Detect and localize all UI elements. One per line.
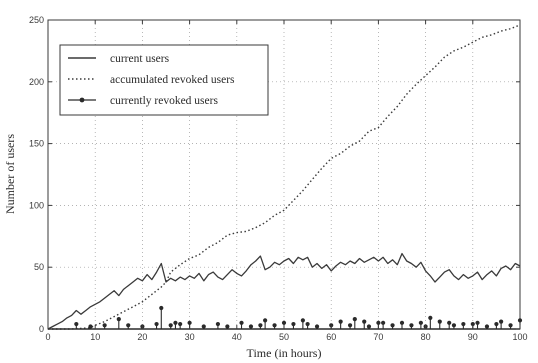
point-currently-revoked-users [215,321,221,327]
point-currently-revoked-users [381,320,386,325]
y-tick-label: 50 [34,262,44,272]
point-currently-revoked-users [376,320,381,325]
x-tick-label: 20 [137,332,147,342]
point-currently-revoked-users [428,315,433,320]
point-currently-revoked-users [451,323,457,328]
legend-marker-currently-revoked-users [79,97,85,103]
y-tick-label: 250 [29,15,44,25]
point-currently-revoked-users [314,324,320,329]
point-currently-revoked-users [126,323,131,328]
point-currently-revoked-users [484,324,490,329]
point-currently-revoked-users [88,324,93,329]
point-currently-revoked-users [399,320,405,325]
point-currently-revoked-users [300,318,305,323]
point-currently-revoked-users [291,321,296,327]
point-currently-revoked-users [499,319,504,324]
point-currently-revoked-users [362,319,367,324]
x-axis-label: Time (in hours) [247,346,322,360]
point-currently-revoked-users [475,320,480,325]
point-currently-revoked-users [116,317,121,322]
x-tick-label: 60 [326,332,336,342]
point-currently-revoked-users [168,323,173,328]
ticks: 0 10 20 30 40 50 60 70 80 90 100 0 50 100 150 200 250 [29,15,528,342]
point-currently-revoked-users [225,324,230,329]
point-currently-revoked-users [347,323,353,328]
x-tick-label: 30 [185,332,195,342]
legend-label-current-users: current users [110,53,170,65]
point-currently-revoked-users [338,319,343,324]
point-currently-revoked-users [366,324,372,329]
point-currently-revoked-users [263,318,268,323]
x-tick-label: 50 [279,332,289,342]
point-currently-revoked-users [178,321,183,327]
y-tick-label: 200 [29,77,44,87]
point-currently-revoked-users [154,321,159,327]
point-currently-revoked-users [102,323,107,328]
point-currently-revoked-users [508,323,513,328]
x-tick-label: 10 [90,332,100,342]
point-currently-revoked-users [173,320,178,325]
point-currently-revoked-users [74,321,79,327]
point-currently-revoked-users [517,318,523,323]
legend-label-currently-revoked-users: currently revoked users [110,95,218,107]
legend: current users accumulated revoked users … [59,44,269,116]
series-line-accumulated-revoked-users [48,24,521,330]
y-tick-label: 0 [39,324,44,334]
point-currently-revoked-users [418,320,423,325]
point-currently-revoked-users [390,323,395,328]
series-line-current-users [47,252,521,330]
x-tick-label: 80 [421,332,431,342]
legend-label-accumulated-revoked-users: accumulated revoked users [110,74,235,86]
point-currently-revoked-users [409,323,414,328]
point-currently-revoked-users [272,323,277,328]
point-currently-revoked-users [447,320,452,325]
y-tick-label: 100 [29,200,44,210]
point-currently-revoked-users [258,323,263,328]
point-currently-revoked-users [437,319,442,324]
point-currently-revoked-users [239,320,244,325]
x-tick-label: 100 [512,332,527,342]
point-currently-revoked-users [305,321,310,327]
point-currently-revoked-users [248,324,254,329]
point-currently-revoked-users [494,321,499,327]
x-tick-label: 0 [45,332,50,342]
y-axis-label: Number of users [3,134,17,214]
point-currently-revoked-users [461,321,466,327]
point-currently-revoked-users [201,324,206,329]
point-currently-revoked-users [281,320,287,325]
legend-box [59,44,269,116]
x-tick-label: 70 [373,332,383,342]
point-currently-revoked-users [187,320,192,325]
point-currently-revoked-users [470,321,475,327]
point-currently-revoked-users [159,305,164,311]
point-currently-revoked-users [352,317,357,322]
grid [48,20,520,329]
x-tick-label: 90 [468,332,478,342]
y-tick-label: 150 [29,139,44,149]
x-tick-label: 40 [232,332,242,342]
